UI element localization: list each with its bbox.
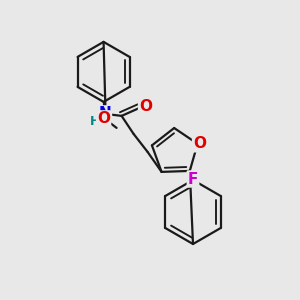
- Text: O: O: [139, 99, 152, 114]
- Text: N: N: [98, 106, 111, 122]
- Text: O: O: [97, 111, 110, 126]
- Text: H: H: [89, 116, 100, 128]
- Text: O: O: [193, 136, 206, 151]
- Text: F: F: [188, 172, 198, 187]
